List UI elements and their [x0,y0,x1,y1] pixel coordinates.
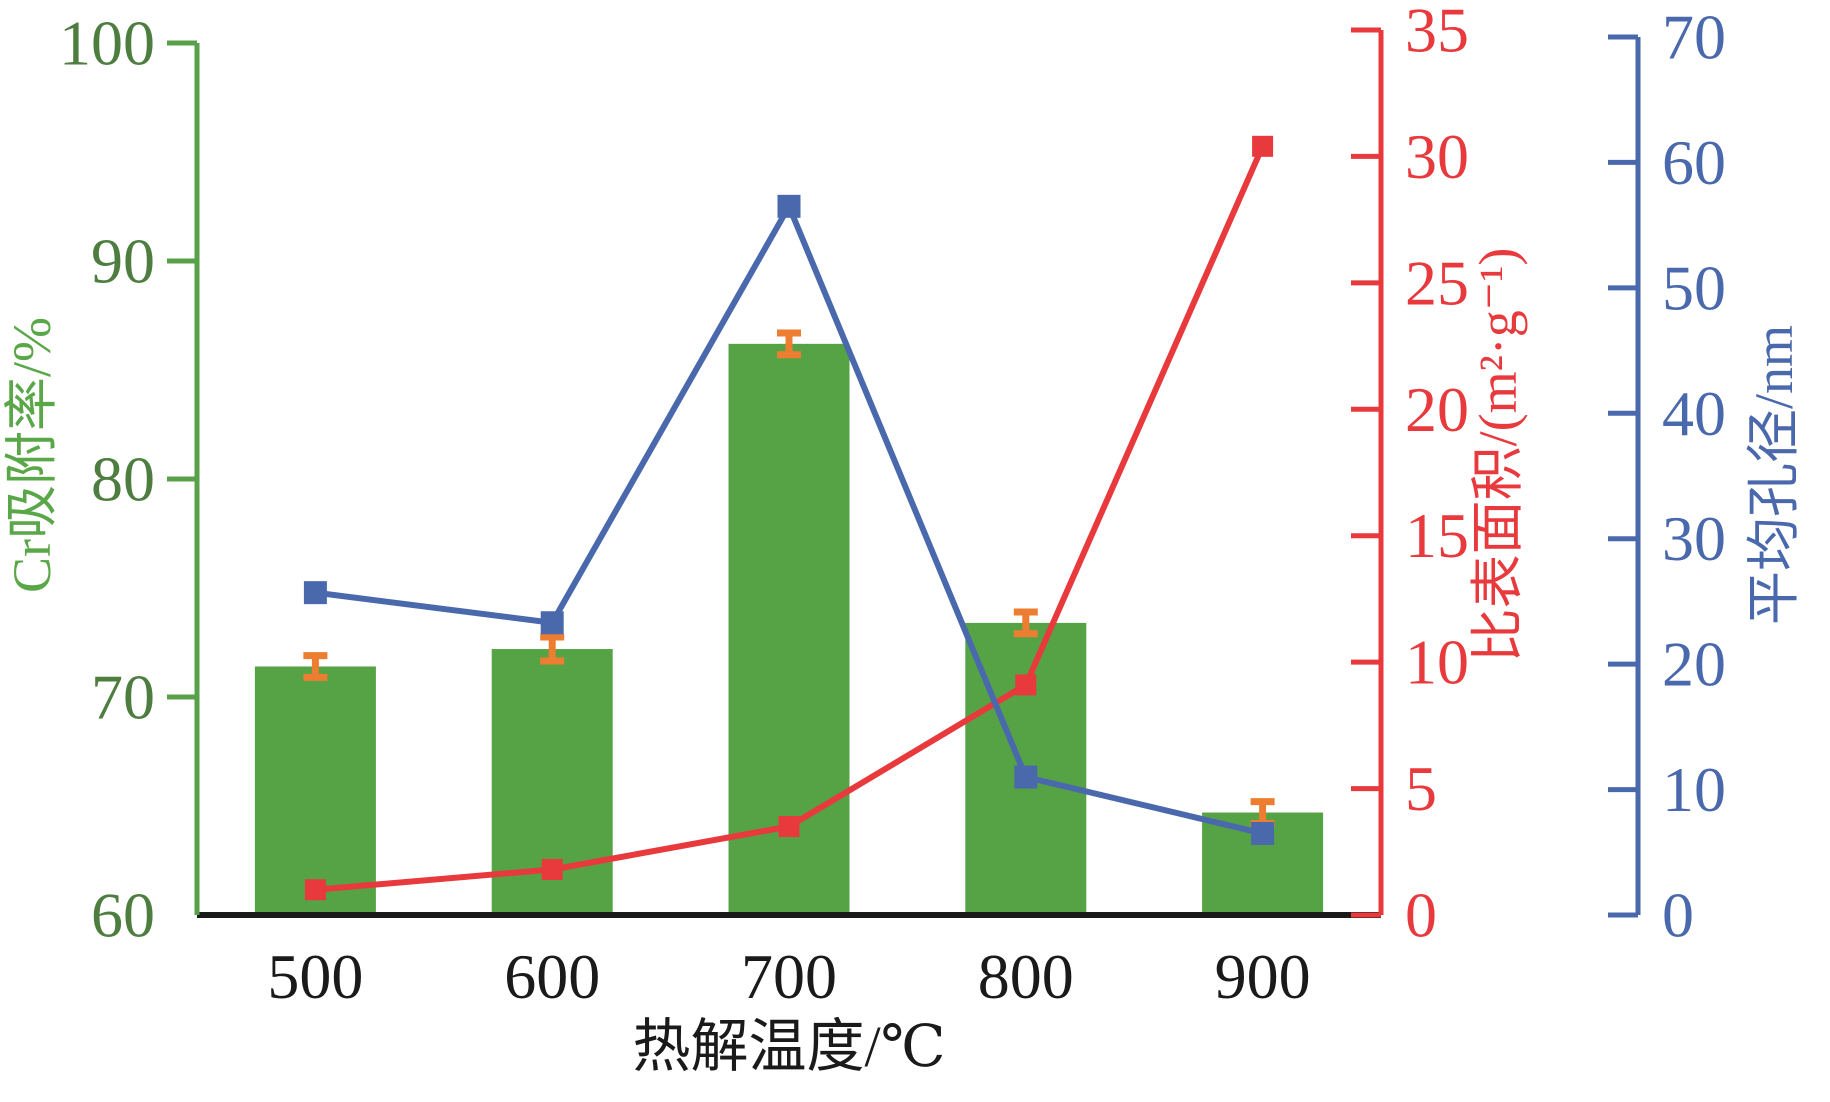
left-axis-tick-label: 60 [91,880,155,951]
x-axis-tick-label: 800 [978,941,1074,1012]
x-axis-tick-label: 500 [267,941,363,1012]
blue-axis-tick-label: 60 [1662,127,1726,198]
blue-marker-500 [303,581,327,605]
red-marker-900 [1252,135,1274,157]
red-axis-tick-label: 20 [1405,374,1469,445]
red-axis-title: 比表面积/(m²·g⁻¹) [1468,248,1528,663]
red-axis-tick-label: 5 [1405,753,1437,824]
red-axis-tick-label: 35 [1405,0,1469,66]
error-bar-500 [303,652,328,681]
blue-marker-800 [1014,765,1038,789]
blue-axis-tick-label: 10 [1662,754,1726,825]
blue-marker-900 [1251,821,1275,845]
error-bar-800 [1013,608,1038,638]
blue-axis-tick-label: 40 [1662,378,1726,449]
bar-500 [254,666,376,915]
blue-marker-700 [777,194,801,218]
left-axis-tick-label: 80 [91,444,155,515]
left-axis-title: Cr吸附率/% [2,317,62,593]
x-axis-tick-label: 600 [504,941,600,1012]
red-axis-tick-label: 10 [1405,627,1469,698]
x-axis-tick-label: 900 [1215,941,1311,1012]
blue-axis-tick-label: 20 [1662,629,1726,700]
left-axis-tick-label: 90 [91,226,155,297]
red-marker-600 [541,858,563,880]
red-axis-tick-label: 15 [1405,500,1469,571]
error-bar-700 [777,329,801,359]
red-axis-tick-label: 25 [1405,247,1469,318]
x-axis-title: 热解温度/℃ [633,1014,946,1079]
red-marker-800 [1015,674,1037,696]
red-axis-tick-label: 30 [1405,121,1469,192]
red-marker-500 [304,879,326,901]
blue-axis-tick-label: 70 [1662,2,1726,73]
x-axis-tick-label: 700 [741,941,837,1012]
blue-axis-tick-label: 0 [1662,880,1694,951]
blue-axis-tick-label: 30 [1662,503,1726,574]
left-axis-tick-label: 100 [59,8,155,79]
blue-axis-tick-label: 50 [1662,252,1726,323]
red-axis-tick-label: 0 [1405,880,1437,951]
red-marker-700 [778,816,800,837]
blue-axis-title: 平均孔径/nm [1744,325,1804,625]
blue-marker-600 [540,611,564,635]
error-bar-600 [540,633,565,665]
left-axis-tick-label: 70 [91,662,155,733]
